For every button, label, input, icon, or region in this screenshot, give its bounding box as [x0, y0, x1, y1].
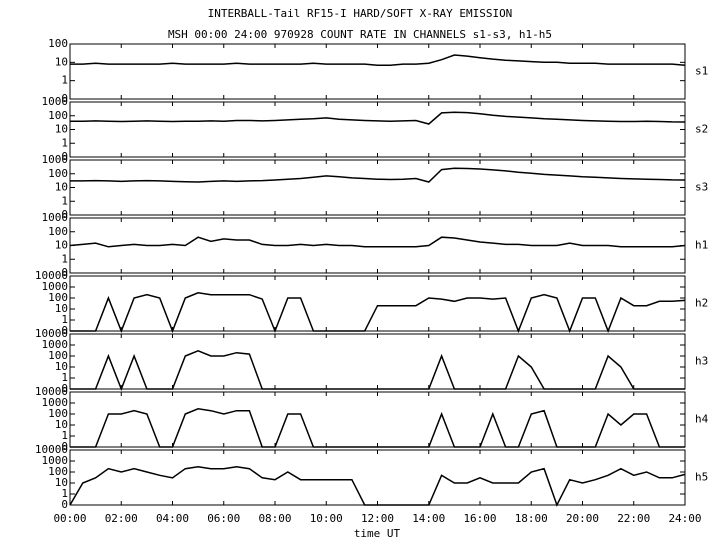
x-tick-label: 04:00	[156, 512, 189, 525]
data-line	[70, 167, 686, 183]
y-tick-label: 0	[61, 324, 68, 337]
x-tick-label: 20:00	[566, 512, 599, 525]
y-tick-label: 0	[61, 92, 68, 105]
y-tick-label: 10000	[35, 327, 68, 340]
y-tick-label: 0	[61, 150, 68, 163]
channel-label: h3	[695, 355, 708, 368]
data-line	[69, 236, 686, 248]
y-tick-label: 1	[61, 194, 68, 207]
data-line	[69, 466, 686, 507]
y-tick-label: 10	[55, 418, 68, 431]
channel-label: h1	[695, 239, 708, 252]
channel-label: h4	[695, 413, 709, 426]
y-tick-label: 100	[48, 37, 68, 50]
x-tick-label: 02:00	[105, 512, 138, 525]
y-tick-label: 1	[61, 252, 68, 265]
x-axis-label: time UT	[354, 527, 401, 540]
y-tick-label: 1	[61, 429, 68, 442]
y-tick-label: 1000	[42, 95, 69, 108]
y-tick-label: 1000	[42, 454, 69, 467]
channel-label: h5	[695, 471, 708, 484]
data-line	[70, 349, 685, 392]
y-tick-label: 100	[48, 225, 68, 238]
y-tick-label: 0	[61, 208, 68, 221]
y-tick-label: 10	[55, 360, 68, 373]
x-tick-label: 14:00	[412, 512, 445, 525]
y-tick-label: 10000	[35, 443, 68, 456]
y-tick-label: 1000	[42, 153, 69, 166]
y-tick-label: 0	[61, 440, 68, 453]
chart-subtitle: MSH 00:00 24:00 970928 COUNT RATE IN CHA…	[168, 28, 552, 41]
x-tick-label: 22:00	[617, 512, 650, 525]
y-tick-label: 1000	[42, 280, 69, 293]
y-tick-label: 1000	[42, 396, 69, 409]
y-tick-label: 100	[48, 407, 68, 420]
x-tick-label: 08:00	[258, 512, 291, 525]
y-tick-label: 10	[55, 302, 68, 315]
data-line	[70, 408, 685, 448]
channel-label: s3	[695, 181, 708, 194]
y-tick-label: 1	[61, 313, 68, 326]
y-tick-label: 1000	[42, 338, 69, 351]
channel-label: s2	[695, 123, 708, 136]
y-tick-label: 10	[55, 239, 68, 252]
x-tick-label: 18:00	[515, 512, 548, 525]
y-tick-label: 100	[48, 167, 68, 180]
y-tick-label: 100	[48, 465, 68, 478]
y-tick-label: 1	[61, 487, 68, 500]
y-tick-label: 1000	[42, 211, 69, 224]
x-tick-label: 16:00	[463, 512, 496, 525]
x-tick-label: 00:00	[53, 512, 86, 525]
y-tick-label: 10	[55, 123, 68, 136]
y-tick-label: 0	[61, 382, 68, 395]
x-tick-label: 12:00	[361, 512, 394, 525]
y-tick-label: 100	[48, 109, 68, 122]
y-tick-label: 10	[55, 55, 68, 68]
chart-title: INTERBALL-Tail RF15-I HARD/SOFT X-RAY EM…	[208, 7, 513, 20]
y-tick-label: 0	[61, 266, 68, 279]
y-tick-label: 100	[48, 349, 68, 362]
y-tick-label: 1	[61, 371, 68, 384]
data-line	[70, 111, 686, 125]
y-tick-label: 10	[55, 476, 68, 489]
y-tick-label: 10	[55, 181, 68, 194]
data-line	[70, 54, 686, 66]
y-tick-label: 0	[61, 498, 68, 511]
y-tick-label: 100	[48, 291, 68, 304]
data-line	[70, 292, 686, 334]
channel-label: h2	[695, 297, 708, 310]
y-tick-label: 10000	[35, 269, 68, 282]
channel-label: s1	[695, 65, 708, 78]
y-tick-label: 1	[61, 74, 68, 87]
x-tick-label: 06:00	[207, 512, 240, 525]
y-tick-label: 10000	[35, 385, 68, 398]
x-tick-label: 10:00	[310, 512, 343, 525]
x-tick-label: 24:00	[668, 512, 701, 525]
y-tick-label: 1	[61, 136, 68, 149]
